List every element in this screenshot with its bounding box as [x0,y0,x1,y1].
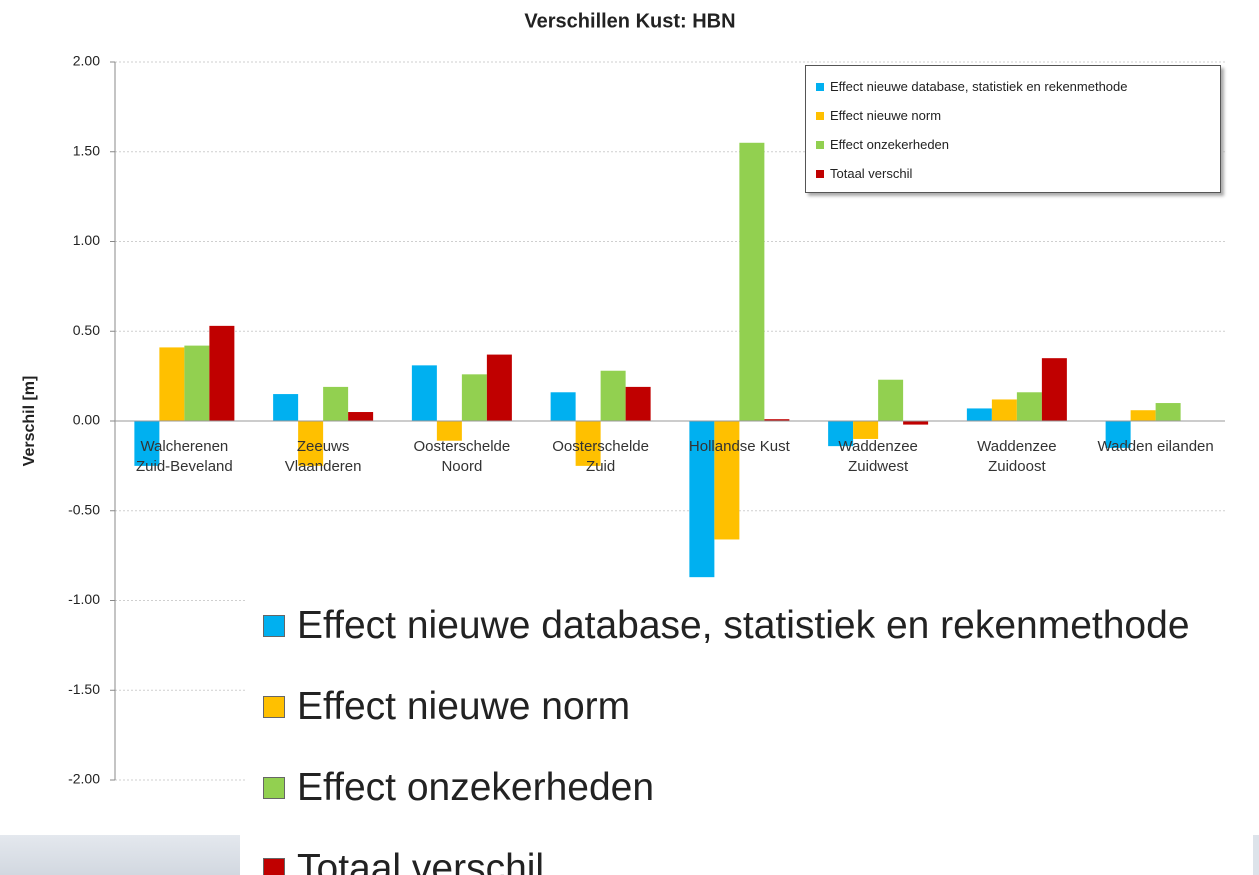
y-tick-label: -1.00 [68,591,100,607]
bar [461,374,487,421]
legend-swatch [816,111,824,120]
bar [1041,358,1067,421]
edge-strip [1253,835,1259,875]
bar [159,347,185,421]
legend-label: Effect onzekerheden [297,765,655,809]
bar [991,399,1017,421]
legend-entry: Effect onzekerheden [816,130,1210,159]
legend-label: Totaal verschil [830,166,913,181]
y-tick-label: -1.50 [68,681,100,697]
bar [298,421,324,466]
legend: Effect nieuwe database, statistiek en re… [805,65,1221,193]
bar [625,386,651,421]
x-tick-label: Walcherenen Zuid-Beveland [136,438,233,475]
bar [323,386,349,421]
legend-swatch [263,695,285,718]
legend-entry-large: Totaal verschil [263,828,1259,875]
y-axis-label: Verschil [m] [21,376,38,467]
legend-overlay: Effect nieuwe database, statistiek en re… [245,585,1259,875]
bar [1155,403,1181,421]
bar [1130,410,1156,421]
bar [739,142,765,421]
legend-entry-large: Effect nieuwe database, statistiek en re… [263,585,1259,666]
x-tick-label: Hollandse Kust [688,438,790,455]
legend-label: Effect onzekerheden [830,137,950,152]
legend-entry-large: Effect nieuwe norm [263,666,1259,747]
legend-swatch [816,169,824,178]
bar [1105,421,1131,448]
bar [689,421,715,578]
x-tick-label: Wadden eilanden [1097,438,1214,455]
bar [575,421,601,466]
bar [903,421,929,425]
legend-entry: Effect nieuwe norm [816,101,1210,130]
taskbar-strip [0,835,240,875]
legend-swatch [263,857,285,875]
legend-entry: Effect nieuwe database, statistiek en re… [816,72,1210,101]
bar [764,419,790,421]
x-tick-label: Waddenzee Zuidoost [977,438,1057,475]
legend-label: Effect nieuwe database, statistiek en re… [830,79,1128,94]
bar [714,421,740,540]
legend-label: Effect nieuwe norm [297,684,631,728]
x-tick-label: Oosterschelde Noord [413,438,511,475]
y-tick-label: -0.50 [68,501,100,517]
bar [878,379,904,421]
chart-title: Verschillen Kust: HBN [524,10,735,32]
y-tick-label: 2.00 [73,53,100,69]
bar [1016,392,1042,421]
bar [184,345,210,421]
bar [209,325,235,421]
legend-swatch [263,776,285,799]
legend-entry: Totaal verschil [816,159,1210,188]
y-tick-label: 0.00 [73,412,100,428]
bar [486,354,512,421]
bar [853,421,879,439]
bar [134,421,160,466]
bar [600,370,626,421]
legend-swatch [816,140,824,149]
x-tick-label: Oosterschelde Zuid [552,438,649,475]
bar [550,392,576,421]
bar [273,394,299,421]
legend-entry-large: Effect onzekerheden [263,747,1259,828]
bar [828,421,854,447]
legend-label: Totaal verschil [297,846,545,875]
bar [966,408,992,421]
y-tick-label: 0.50 [73,322,100,338]
x-tick-label: Zeeuws Vlaanderen [284,438,362,475]
legend-swatch [263,614,285,637]
bar [436,421,462,441]
legend-label: Effect nieuwe norm [830,108,942,123]
y-tick-label: -2.00 [68,771,100,787]
bar [348,412,374,421]
y-tick-label: 1.50 [73,142,100,158]
bar [411,365,437,421]
legend-label: Effect nieuwe database, statistiek en re… [297,603,1190,647]
x-tick-label: Waddenzee Zuidwest [838,438,918,475]
y-tick-label: 1.00 [73,232,100,248]
legend-swatch [816,82,824,91]
